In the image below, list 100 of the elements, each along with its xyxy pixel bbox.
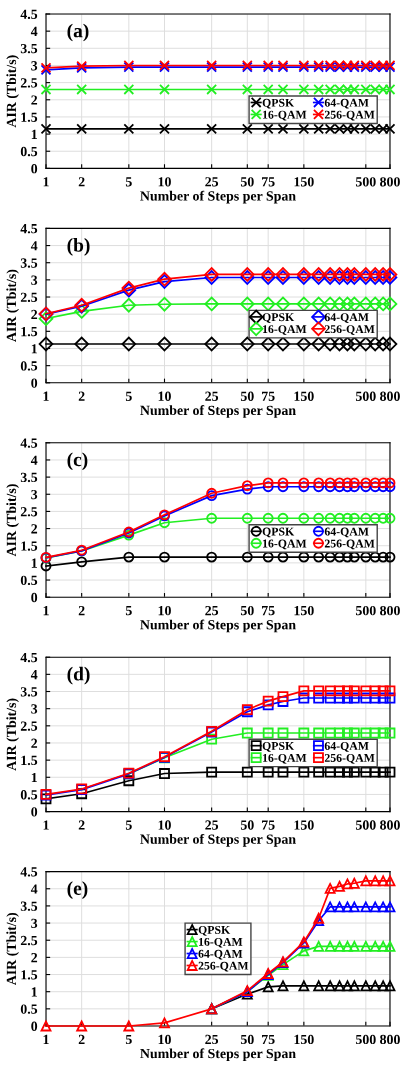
x-tick-label: 75 [262,1034,275,1045]
y-tick-label: 3.5 [20,901,38,911]
x-axis-title: Number of Steps per Span [140,619,296,633]
x-tick-label: 1 [43,820,49,830]
x-tick-label: 5 [125,1034,132,1045]
y-tick-label: 1.5 [21,755,38,766]
x-tick-label: 75 [262,820,275,830]
x-tick-label: 50 [240,177,254,187]
x-tick-label: 5 [125,820,132,830]
y-tick-label: 3.5 [20,472,38,483]
legend-label: 256-QAM [324,753,375,764]
x-tick-label: 150 [294,177,314,187]
legend-label: 64-QAM [324,313,369,323]
x-tick-label: 5 [125,391,132,401]
legend-label: 256-QAM [198,961,249,972]
x-tick-label: 5 [125,606,132,616]
y-tick-label: 1 [31,558,37,568]
x-tick-label: 2 [78,177,85,187]
x-tick-label: 1 [43,391,49,401]
x-tick-label: 2 [78,820,85,830]
x-tick-label: 10 [158,605,171,616]
x-tick-label: 10 [158,820,171,830]
x-tick-label: 25 [205,820,219,830]
legend-label: 256-QAM [324,539,375,550]
y-tick-label: 0 [31,807,38,817]
x-tick-label: 1 [43,1034,49,1044]
legend-label: 256-QAM [324,110,375,121]
y-tick-label: 4.5 [20,438,38,448]
y-tick-label: 4 [30,455,38,465]
x-tick-label: 50 [240,605,254,616]
x-tick-label: 500 [355,605,376,616]
legend-label: QPSK [262,527,295,538]
y-tick-label: 2.5 [20,721,38,731]
x-tick-label: 2 [78,391,85,401]
y-axis-title: AIR (Tbit/s) [6,912,19,986]
y-tick-label: 1 [31,344,37,354]
x-axis-title: Number of Steps per Span [140,1048,296,1062]
annotation: (b) [67,238,90,256]
y-tick-label: 2.5 [20,292,38,303]
x-tick-label: 75 [262,606,275,616]
y-tick-label: 0 [31,378,38,388]
y-tick-label: 4.5 [20,652,38,663]
legend-label: 64-QAM [324,742,369,752]
y-tick-label: 0.5 [20,1004,38,1014]
y-tick-label: 4 [30,670,38,680]
y-tick-label: 2 [31,738,38,748]
annotation: (c) [67,452,88,471]
y-tick-label: 3 [31,704,38,714]
x-tick-label: 50 [240,391,254,401]
y-tick-label: 3.5 [20,43,38,54]
y-tick-label: 3 [31,61,38,71]
y-tick-label: 1.5 [21,970,38,980]
x-tick-label: 800 [380,1034,400,1045]
y-tick-label: 2.5 [20,935,38,946]
y-tick-label: 2 [31,953,38,963]
x-tick-label: 150 [294,605,314,616]
y-tick-label: 3 [31,918,38,929]
y-tick-label: 2.5 [20,507,38,517]
legend-label: QPSK [262,742,295,752]
y-tick-label: 1 [31,987,37,997]
y-tick-label: 3.5 [20,687,38,697]
y-tick-label: 0.5 [20,146,38,157]
x-tick-label: 10 [158,1034,171,1045]
legend-label: 16-QAM [263,753,307,764]
y-tick-label: 4.5 [20,224,38,234]
y-tick-label: 1.5 [21,112,38,122]
x-tick-label: 800 [380,177,400,187]
x-tick-label: 800 [380,391,400,401]
legend-label: QPSK [262,98,295,109]
y-axis-title: AIR (Tbit/s) [6,269,19,342]
y-tick-label: 0 [31,592,38,603]
legend-label: 64-QAM [324,98,369,109]
x-axis-title: Number of Steps per Span [140,190,296,204]
y-tick-label: 4 [30,26,38,36]
y-tick-label: 3 [31,275,38,285]
y-axis-title: AIR (Tbit/s) [6,484,19,557]
legend-label: 16-QAM [263,539,307,550]
x-tick-label: 1 [43,606,49,616]
x-tick-label: 5 [125,177,132,187]
y-tick-label: 2.5 [20,78,38,88]
y-tick-label: 2 [31,524,38,534]
x-tick-label: 2 [78,1034,85,1044]
x-tick-label: 75 [262,391,275,401]
x-tick-label: 500 [355,391,376,401]
y-tick-label: 1.5 [21,541,38,551]
y-axis-title: AIR (Tbit/s) [6,698,19,771]
x-tick-label: 25 [205,1034,219,1045]
x-tick-label: 800 [380,820,400,830]
x-tick-label: 2 [78,605,85,616]
y-axis-title: AIR (Tbit/s) [6,55,19,128]
y-tick-label: 0.5 [20,790,38,800]
legend-label: 16-QAM [263,325,307,335]
x-tick-label: 1 [43,177,49,187]
y-tick-label: 3 [31,489,38,500]
x-tick-label: 10 [158,177,171,187]
y-tick-label: 1 [31,772,37,783]
annotation: (e) [67,881,88,899]
y-tick-label: 2 [31,95,38,105]
x-tick-label: 25 [205,177,219,187]
legend-label: 16-QAM [263,110,307,121]
